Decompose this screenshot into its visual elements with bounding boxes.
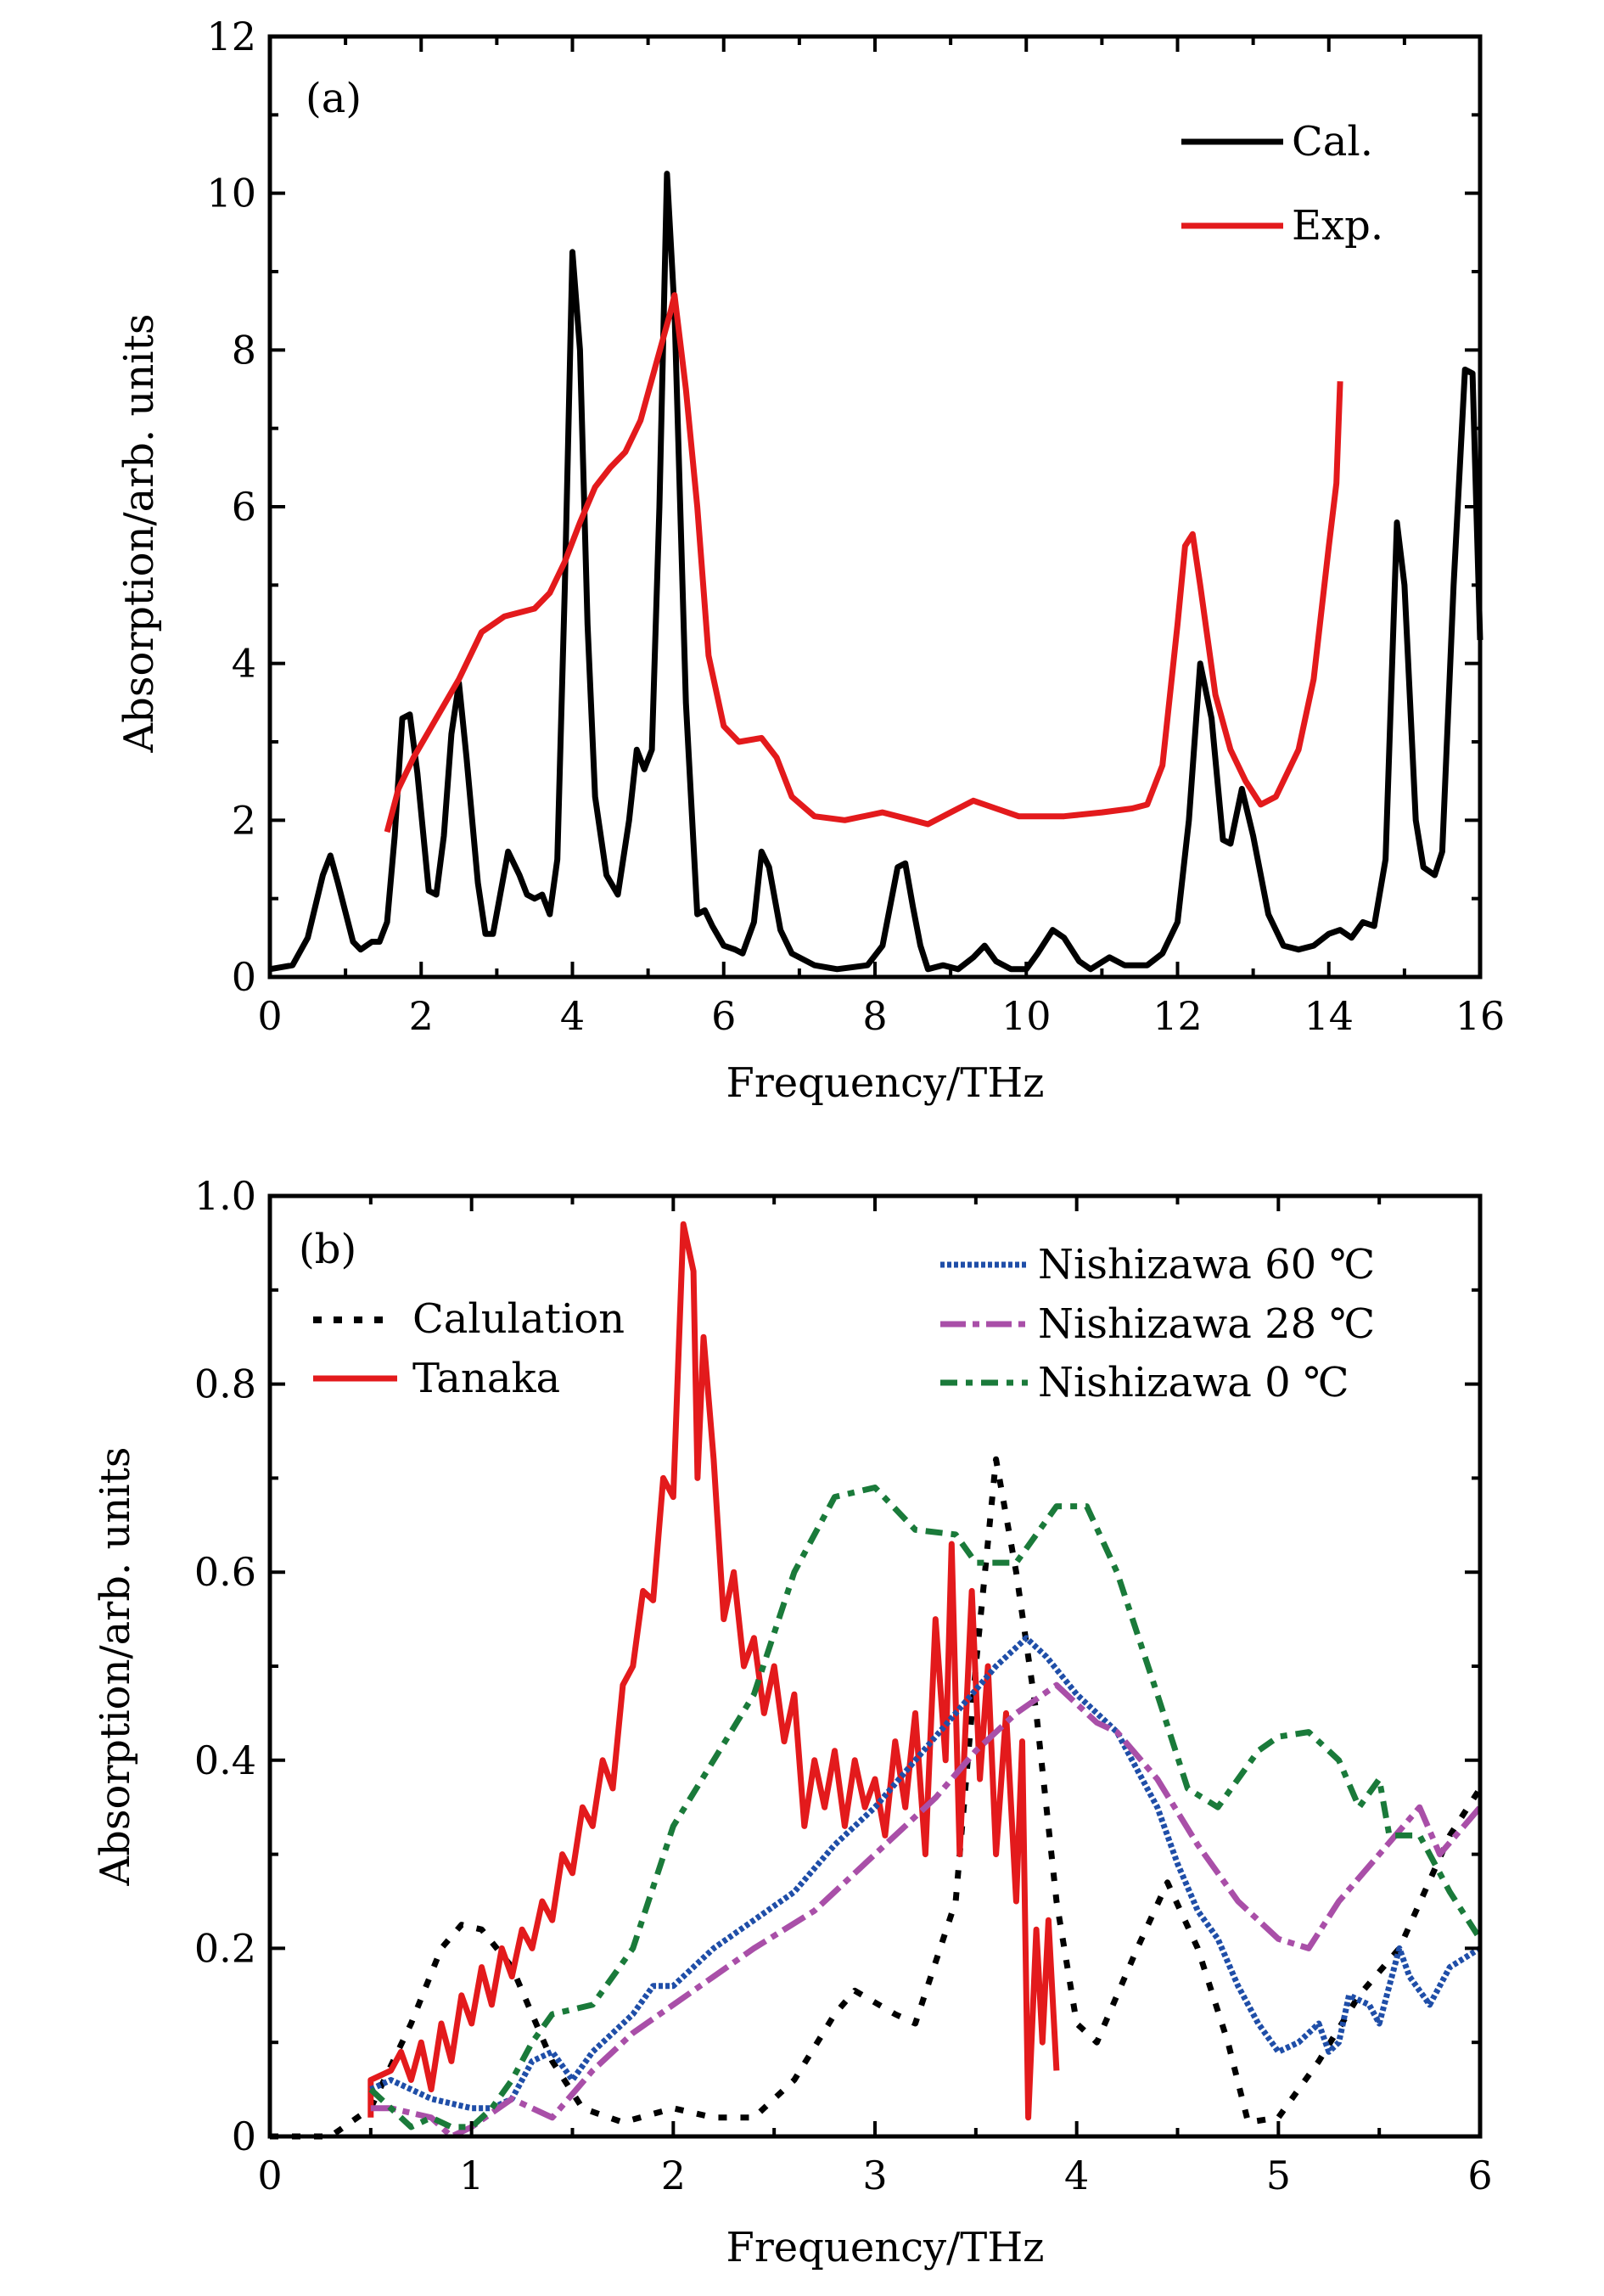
y-tick-label: 2 (232, 797, 256, 843)
y-tick-label: 0 (232, 2114, 256, 2159)
x-tick-label: 0 (257, 2153, 282, 2198)
legend-label-nishizawa-28: Nishizawa 28 ℃ (1038, 1300, 1375, 1348)
panel-a-label: (a) (306, 75, 362, 122)
panel-b-chart: (b) Frequency/THz Absorption/arb. units … (92, 1173, 1493, 2271)
x-tick-label: 2 (661, 2153, 686, 2198)
plot-area (269, 171, 1483, 973)
y-tick-label: 0.8 (194, 1361, 256, 1407)
series-line-tanaka (367, 1221, 1060, 2121)
series-line-nishizawa-28 (370, 1681, 1483, 2140)
y-tick-label: 0.4 (194, 1737, 256, 1783)
y-tick-label: 0.2 (194, 1925, 256, 1971)
plot-frame (267, 34, 1483, 980)
x-tick-label: 16 (1455, 993, 1506, 1039)
x-tick-label: 4 (1064, 2153, 1089, 2198)
series-line-cal (269, 171, 1483, 973)
panel-a-chart: (a) Frequency/THz Absorption/arb. units … (115, 14, 1505, 1107)
legend-label-exp: Exp. (1292, 202, 1383, 250)
panel-b-x-axis-label: Frequency/THz (726, 2224, 1045, 2271)
series-line-nishizawa-0 (368, 1485, 1483, 2130)
plot-area (270, 1221, 1483, 2140)
x-tick-label: 5 (1266, 2153, 1291, 2198)
panel-b-label: (b) (299, 1226, 356, 1273)
legend-label-calulation: Calulation (412, 1295, 625, 1343)
x-tick-label: 1 (459, 2153, 484, 2198)
y-tick-label: 12 (206, 14, 256, 59)
y-tick-label: 6 (232, 484, 256, 530)
legend-label-nishizawa-0: Nishizawa 0 ℃ (1038, 1359, 1349, 1406)
x-tick-label: 0 (257, 993, 282, 1039)
x-tick-label: 10 (1001, 993, 1052, 1039)
series-line-exp (384, 292, 1343, 834)
x-tick-label: 2 (409, 993, 434, 1039)
y-tick-label: 0 (232, 954, 256, 1000)
x-tick-label: 6 (711, 993, 736, 1039)
y-tick-label: 8 (232, 327, 256, 373)
series-line-calulation (270, 1456, 1483, 2140)
panel-b-y-axis-label: Absorption/arb. units (92, 1446, 139, 1886)
x-tick-label: 3 (862, 2153, 887, 2198)
x-tick-label: 8 (862, 993, 887, 1039)
y-tick-label: 1.0 (194, 1173, 256, 1219)
legend-label-nishizawa-60: Nishizawa 60 ℃ (1038, 1241, 1375, 1288)
panel-a-y-axis-label: Absorption/arb. units (115, 313, 163, 753)
y-tick-label: 4 (232, 641, 256, 687)
series-line-nishizawa-60 (369, 1635, 1482, 2112)
x-tick-label: 12 (1153, 993, 1203, 1039)
x-tick-label: 6 (1467, 2153, 1492, 2198)
legend-label-cal: Cal. (1292, 118, 1373, 166)
x-tick-label: 4 (560, 993, 585, 1039)
x-tick-label: 14 (1304, 993, 1354, 1039)
y-tick-label: 0.6 (194, 1549, 256, 1595)
y-tick-label: 10 (206, 171, 256, 216)
panel-a-x-axis-label: Frequency/THz (726, 1059, 1045, 1107)
legend-label-tanaka: Tanaka (412, 1355, 560, 1402)
